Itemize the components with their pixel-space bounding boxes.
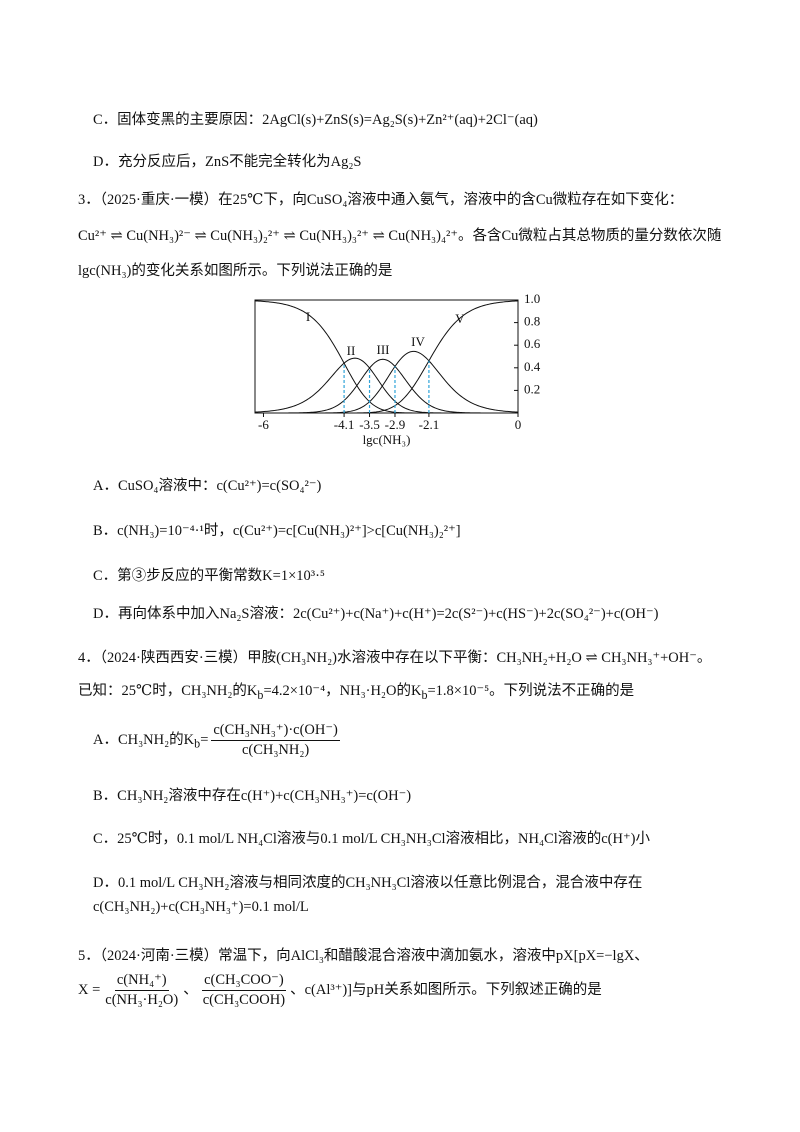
y-tick-label: 0.8 bbox=[524, 314, 540, 329]
question-text: Cu²⁺ ⇌ Cu(NH₃)²⁻ ⇌ Cu(NH₃)₂²⁺ ⇌ Cu(NH₃)₃… bbox=[78, 228, 722, 244]
y-tick-label: 0.4 bbox=[524, 359, 541, 374]
numerator: c(CH₃NH₃⁺)·c(OH⁻) bbox=[211, 722, 340, 741]
text: 已知：25℃时，CH₃NH₂的K bbox=[78, 683, 258, 699]
option-text: C．第③步反应的平衡常数K=1×10³·⁵ bbox=[93, 568, 325, 584]
curve-label: IV bbox=[411, 334, 425, 349]
question-text: 3．（2025·重庆·一模）在25℃下，向CuSO₄溶液中通入氨气，溶液中的含C… bbox=[78, 192, 684, 208]
question-text: 5．（2024·河南·三模）常温下，向AlCl₃和醋酸混合溶液中滴加氨水，溶液中… bbox=[78, 948, 649, 964]
text: 、 bbox=[183, 981, 198, 998]
curve-label: II bbox=[347, 343, 356, 358]
fraction: c(CH₃NH₃⁺)·c(OH⁻) c(CH₃NH₂) bbox=[211, 722, 340, 759]
x-tick-label: -3.5 bbox=[359, 417, 380, 432]
numerator: c(CH₃COO⁻) bbox=[202, 972, 286, 991]
denominator: c(CH₃COOH) bbox=[202, 992, 286, 1008]
option-text: B．c(NH₃)=10⁻⁴·¹时，c(Cu²⁺)=c[Cu(NH₃)²⁺]>c[… bbox=[93, 523, 461, 539]
curve bbox=[255, 350, 519, 414]
option-text: D．0.1 mol/L CH₃NH₂溶液与相同浓度的CH₃NH₃Cl溶液以任意比… bbox=[93, 875, 643, 891]
option-text: C．固体变黑的主要原因：2AgCl(s)+ZnS(s)=Ag₂S(s)+Zn²⁺… bbox=[93, 112, 538, 128]
curve bbox=[254, 357, 518, 414]
question-text: lgc(NH₃)的变化关系如图所示。下列说法正确的是 bbox=[78, 263, 393, 279]
y-tick-label: 1.0 bbox=[524, 291, 540, 306]
text: =4.2×10⁻⁴，NH₃·H₂O的K bbox=[263, 683, 422, 699]
fraction: c(CH₃COO⁻) c(CH₃COOH) bbox=[201, 972, 287, 1009]
text: b bbox=[194, 736, 201, 751]
y-tick-label: 0.2 bbox=[524, 381, 540, 396]
question-text: 4．（2024·陕西西安·三模）甲胺(CH₃NH₂)水溶液中存在以下平衡：CH₃… bbox=[78, 650, 712, 666]
text: = bbox=[200, 731, 209, 748]
curve bbox=[255, 358, 518, 414]
text: =1.8×10⁻⁵。下列说法不正确的是 bbox=[427, 683, 635, 699]
option-text: c(CH₃NH₂)+c(CH₃NH₃⁺)=0.1 mol/L bbox=[93, 899, 309, 915]
denominator: c(CH₃NH₂) bbox=[241, 742, 310, 758]
curve-label: I bbox=[306, 309, 310, 324]
text: b bbox=[421, 687, 428, 702]
curve-label: III bbox=[377, 342, 390, 357]
option-text: A．CH₃NH₂的Kb= c(CH₃NH₃⁺)·c(OH⁻) c(CH₃NH₂) bbox=[93, 722, 343, 759]
figure: -6 -4.1 -3.5 -2.9 -2.1 0 0.2 0.4 0.6 0.8 1.0 lgc(NH… bbox=[254, 291, 541, 447]
x-tick-label: -2.1 bbox=[419, 417, 440, 432]
option-text: A．CuSO₄溶液中：c(Cu²⁺)=c(SO₄²⁻) bbox=[93, 478, 322, 494]
x-tick-label: -4.1 bbox=[334, 417, 355, 432]
curve-label: V bbox=[455, 311, 465, 326]
option-text: C．25℃时，0.1 mol/L NH₄Cl溶液与0.1 mol/L CH₃NH… bbox=[93, 831, 650, 847]
x-axis-label: lgc(NH₃) bbox=[363, 432, 411, 447]
option-text: B．CH₃NH₂溶液中存在c(H⁺)+c(CH₃NH₃⁺)=c(OH⁻) bbox=[93, 788, 412, 804]
x-tick-label: -2.9 bbox=[385, 417, 406, 432]
question-text: X = c(NH₄⁺) c(NH₃·H₂O)、 c(CH₃COO⁻) c(CH₃COOH… bbox=[78, 972, 602, 1009]
plot-frame bbox=[254, 299, 519, 414]
option-text: D．再向体系中加入Na₂S溶液：2c(Cu²⁺)+c(Na⁺)+c(H⁺)=2c… bbox=[93, 606, 659, 622]
text: X = bbox=[78, 981, 101, 998]
denominator: c(NH₃·H₂O) bbox=[105, 992, 179, 1008]
curve bbox=[255, 300, 519, 414]
y-tick-label: 0.6 bbox=[524, 336, 541, 351]
text: b bbox=[257, 687, 264, 702]
option-text: D．充分反应后，ZnS不能完全转化为Ag₂S bbox=[93, 154, 362, 170]
x-tick-label: 0 bbox=[515, 417, 522, 432]
text: A．CH₃NH₂的K bbox=[93, 731, 195, 748]
text: 、c(Al³⁺)]与pH关系如图所示。下列叙述正确的是 bbox=[290, 981, 602, 998]
fraction: c(NH₄⁺) c(NH₃·H₂O) bbox=[103, 972, 180, 1009]
numerator: c(NH₄⁺) bbox=[114, 972, 169, 991]
x-tick-label: -6 bbox=[258, 417, 269, 432]
question-text: 已知：25℃时，CH₃NH₂的Kb=4.2×10⁻⁴，NH₃·H₂O的Kb=1.… bbox=[78, 679, 634, 703]
